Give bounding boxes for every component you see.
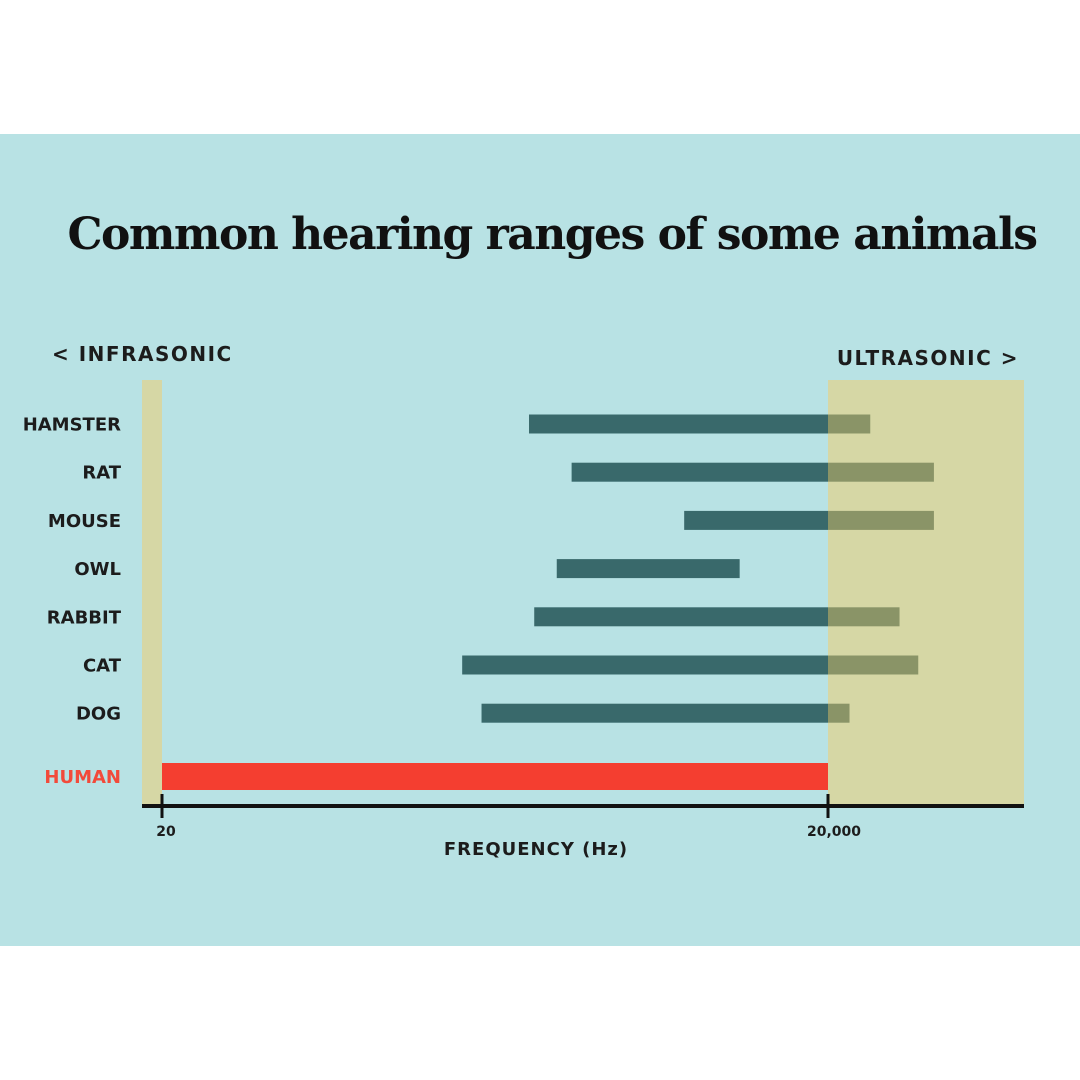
hearing-range-chart: Common hearing ranges of some animals < … xyxy=(23,209,1038,860)
bar-hamster-ultrasonic xyxy=(828,414,871,434)
label-hamster: HAMSTER xyxy=(23,415,121,436)
bar-dog-ultrasonic xyxy=(828,703,850,723)
label-dog: DOG xyxy=(76,704,121,725)
label-cat: CAT xyxy=(83,656,122,677)
label-rabbit: RABBIT xyxy=(47,607,122,628)
bar-dog xyxy=(481,703,828,723)
infrasonic-label: < INFRASONIC xyxy=(52,342,233,366)
ultrasonic-zone xyxy=(828,380,1024,804)
label-rat: RAT xyxy=(82,463,121,484)
bar-mouse xyxy=(684,510,828,530)
bar-rat xyxy=(571,462,828,482)
label-human: HUMAN xyxy=(44,767,121,788)
label-owl: OWL xyxy=(74,559,121,580)
bar-human xyxy=(162,763,828,790)
chart-title: Common hearing ranges of some animals xyxy=(68,209,1037,260)
x-axis: 20 20,000 xyxy=(142,794,1024,840)
bar-mouse-ultrasonic xyxy=(828,510,934,530)
bar-rat-ultrasonic xyxy=(828,462,934,482)
bar-hamster xyxy=(529,414,828,434)
x-axis-title: FREQUENCY (Hz) xyxy=(444,839,628,860)
label-mouse: MOUSE xyxy=(48,511,121,532)
bar-cat xyxy=(462,655,828,675)
range-bars xyxy=(162,414,934,790)
chart-panel: Common hearing ranges of some animals < … xyxy=(0,134,1080,946)
infrasonic-zone xyxy=(142,380,162,804)
bar-rabbit xyxy=(534,607,828,627)
frequency-zones xyxy=(142,380,1024,804)
bar-owl xyxy=(556,559,740,579)
bar-cat-ultrasonic xyxy=(828,655,919,675)
ultrasonic-label: ULTRASONIC > xyxy=(837,346,1019,370)
x-tick-label-0: 20 xyxy=(156,824,176,840)
x-tick-label-1: 20,000 xyxy=(807,824,861,840)
category-labels: HAMSTER RAT MOUSE OWL RABBIT CAT DOG HUMAN xyxy=(23,415,122,789)
bar-rabbit-ultrasonic xyxy=(828,607,900,627)
